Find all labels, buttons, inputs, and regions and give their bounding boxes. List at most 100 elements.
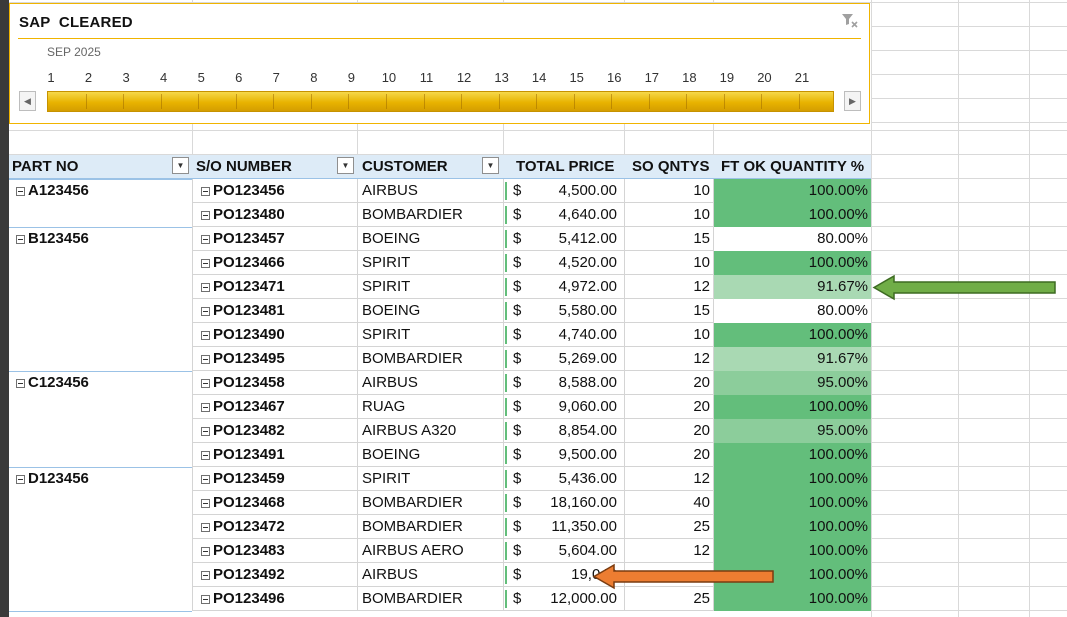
timeline-slicer[interactable]: SAP CLEARED SEP 2025 1 2 3 4 5 6 7 8 9 10 11 12 13 14… <box>9 3 870 124</box>
customer-cell[interactable]: BOEING <box>362 302 421 319</box>
total-price-cell[interactable]: $4,740.00 <box>503 323 624 347</box>
so-qntys-cell[interactable]: 10 <box>693 206 710 223</box>
timeline-day-label[interactable]: 14 <box>531 70 547 85</box>
scroll-right-button[interactable]: ▶ <box>844 91 861 111</box>
total-price-cell[interactable]: $11,350.00 <box>503 515 624 539</box>
part-no-cell[interactable] <box>9 323 192 347</box>
so-number-filter-button[interactable]: ▼ <box>337 157 354 174</box>
so-number-cell[interactable]: PO123496 <box>192 587 357 611</box>
so-qntys-cell[interactable]: 12 <box>693 542 710 559</box>
so-number-cell[interactable]: PO123458 <box>192 371 357 395</box>
so-number-cell[interactable]: PO123483 <box>192 539 357 563</box>
timeline-day-label[interactable]: 1 <box>47 70 55 85</box>
customer-cell[interactable]: BOEING <box>362 446 421 463</box>
total-price-cell[interactable]: $4,972.00 <box>503 275 624 299</box>
part-no-cell[interactable] <box>9 395 192 419</box>
table-row[interactable]: PO123466 SPIRIT $4,520.00 10 100.00% <box>9 251 871 275</box>
customer-cell[interactable]: AIRBUS <box>362 374 418 391</box>
total-price-cell[interactable]: $5,604.00 <box>503 539 624 563</box>
so-qntys-cell[interactable]: 12 <box>693 350 710 367</box>
customer-cell[interactable]: RUAG <box>362 398 406 415</box>
customer-cell[interactable]: AIRBUS AERO <box>362 542 464 559</box>
header-ft-ok-quantity[interactable]: FT OK QUANTITY % <box>713 155 871 179</box>
total-price-cell[interactable]: $4,520.00 <box>503 251 624 275</box>
table-row[interactable]: PO123483 AIRBUS AERO $5,604.00 12 100.00% <box>9 539 871 563</box>
total-price-cell[interactable]: $9,060.00 <box>503 395 624 419</box>
timeline-day-label[interactable]: 10 <box>381 70 397 85</box>
collapse-icon[interactable] <box>201 330 210 340</box>
so-number-cell[interactable]: PO123457 <box>192 227 357 251</box>
total-price-cell[interactable]: $4,640.00 <box>503 203 624 227</box>
so-qntys-cell[interactable]: 20 <box>693 398 710 415</box>
table-row[interactable]: D123456 PO123459 SPIRIT $5,436.00 12 100.00% <box>9 467 871 491</box>
table-row[interactable]: PO123495 BOMBARDIER $5,269.00 12 91.67% <box>9 347 871 371</box>
so-qntys-cell[interactable]: 10 <box>693 254 710 271</box>
ft-ok-percent-cell[interactable]: 100.00% <box>713 515 871 539</box>
ft-ok-percent-cell[interactable]: 100.00% <box>713 467 871 491</box>
part-no-cell[interactable] <box>9 563 192 587</box>
part-no-cell[interactable] <box>9 203 192 227</box>
customer-cell[interactable]: AIRBUS <box>362 182 418 199</box>
customer-cell[interactable]: BOMBARDIER <box>362 494 463 511</box>
part-no-cell[interactable] <box>9 539 192 563</box>
so-qntys-cell[interactable]: 12 <box>693 278 710 295</box>
table-row[interactable]: PO123467 RUAG $9,060.00 20 100.00% <box>9 395 871 419</box>
part-no-cell[interactable]: B123456 <box>9 227 192 251</box>
ft-ok-percent-cell[interactable]: 100.00% <box>713 587 871 611</box>
timeline-day-label[interactable]: 6 <box>235 70 243 85</box>
ft-ok-percent-cell[interactable]: 91.67% <box>713 275 871 299</box>
customer-cell[interactable]: SPIRIT <box>362 254 411 271</box>
customer-cell[interactable]: BOMBARDIER <box>362 206 463 223</box>
timeline-day-label[interactable]: 17 <box>644 70 660 85</box>
collapse-icon[interactable] <box>201 450 210 460</box>
total-price-cell[interactable]: $9,500.00 <box>503 443 624 467</box>
so-qntys-cell[interactable]: 12 <box>693 470 710 487</box>
ft-ok-percent-cell[interactable]: 95.00% <box>713 371 871 395</box>
total-price-cell[interactable]: $5,436.00 <box>503 467 624 491</box>
part-no-cell[interactable] <box>9 251 192 275</box>
timeline-selection-bar[interactable] <box>47 91 834 112</box>
table-row[interactable]: C123456 PO123458 AIRBUS $8,588.00 20 95.00% <box>9 371 871 395</box>
so-number-cell[interactable]: PO123480 <box>192 203 357 227</box>
ft-ok-percent-cell[interactable]: 100.00% <box>713 179 871 203</box>
so-number-cell[interactable]: PO123472 <box>192 515 357 539</box>
total-price-cell[interactable]: $12,000.00 <box>503 587 624 611</box>
so-number-cell[interactable]: PO123456 <box>192 179 357 203</box>
collapse-icon[interactable] <box>201 210 210 220</box>
customer-cell[interactable]: SPIRIT <box>362 278 411 295</box>
ft-ok-percent-cell[interactable]: 100.00% <box>713 443 871 467</box>
total-price-cell[interactable]: $5,269.00 <box>503 347 624 371</box>
so-number-cell[interactable]: PO123481 <box>192 299 357 323</box>
so-qntys-cell[interactable]: 15 <box>693 302 710 319</box>
timeline-day-label[interactable]: 15 <box>569 70 584 85</box>
customer-cell[interactable]: SPIRIT <box>362 470 411 487</box>
so-number-cell[interactable]: PO123491 <box>192 443 357 467</box>
timeline-day-label[interactable]: 18 <box>682 70 697 85</box>
timeline-day-label[interactable]: 21 <box>794 70 810 85</box>
ft-ok-percent-cell[interactable]: 100.00% <box>713 203 871 227</box>
table-row[interactable]: PO123472 BOMBARDIER $11,350.00 25 100.00% <box>9 515 871 539</box>
part-no-cell[interactable]: A123456 <box>9 179 192 203</box>
header-part-no[interactable]: PART NO ▼ <box>9 155 192 179</box>
customer-cell[interactable]: AIRBUS A320 <box>362 422 457 439</box>
so-qntys-cell[interactable]: 20 <box>693 374 710 391</box>
scroll-left-button[interactable]: ◀ <box>19 91 36 111</box>
table-row[interactable]: PO123496 BOMBARDIER $12,000.00 25 100.00% <box>9 587 871 611</box>
header-customer[interactable]: CUSTOMER ▼ <box>357 155 503 179</box>
table-row[interactable]: PO123491 BOEING $9,500.00 20 100.00% <box>9 443 871 467</box>
total-price-cell[interactable]: $5,580.00 <box>503 299 624 323</box>
table-row[interactable]: A123456 PO123456 AIRBUS $4,500.00 10 100.00% <box>9 179 871 203</box>
table-row[interactable]: PO123468 BOMBARDIER $18,160.00 40 100.00% <box>9 491 871 515</box>
timeline-day-label[interactable]: 12 <box>456 70 472 85</box>
collapse-icon[interactable] <box>16 186 25 196</box>
ft-ok-percent-cell[interactable]: 100.00% <box>713 323 871 347</box>
part-no-filter-button[interactable]: ▼ <box>172 157 189 174</box>
collapse-icon[interactable] <box>201 258 210 268</box>
part-no-cell[interactable] <box>9 299 192 323</box>
total-price-cell[interactable]: $4,500.00 <box>503 179 624 203</box>
so-number-cell[interactable]: PO123492 <box>192 563 357 587</box>
collapse-icon[interactable] <box>16 474 25 484</box>
timeline-day-label[interactable]: 19 <box>719 70 735 85</box>
timeline-day-label[interactable]: 20 <box>757 70 772 85</box>
so-qntys-cell[interactable]: 25 <box>693 590 710 607</box>
